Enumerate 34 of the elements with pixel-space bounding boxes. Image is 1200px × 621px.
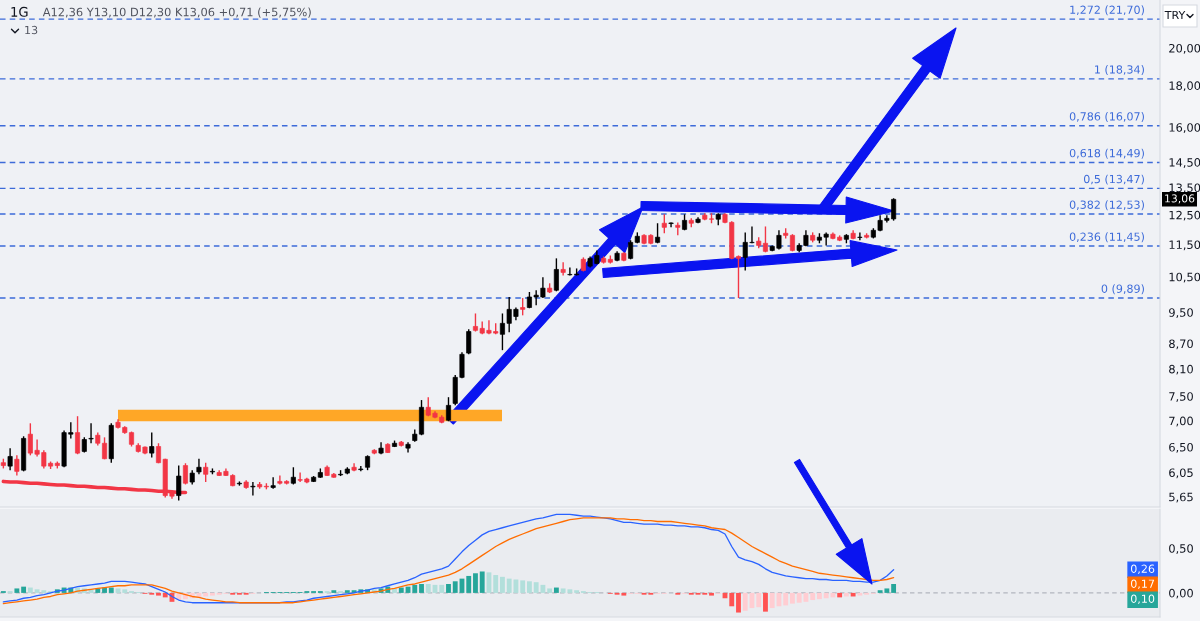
y-tick-label: 11,50	[1169, 240, 1200, 251]
text: A12,36 Y13,10 D12,30 K13,06 +0,71 (+5,75%)	[42, 7, 311, 18]
y-tick-label: 20,00	[1169, 43, 1200, 54]
y-tick-label: 10,50	[1169, 272, 1200, 283]
y-tick-label: 9,50	[1169, 308, 1193, 318]
annotation: 0,10	[1130, 594, 1155, 605]
text: 13,06	[1165, 194, 1195, 204]
ref-line-label: 0,5 (13,47)	[1083, 174, 1144, 185]
chart-title: 1G	[11, 6, 28, 17]
y-tick-label: 12,50	[1169, 210, 1200, 221]
ref-line-label: 0,236 (11,45)	[1069, 232, 1144, 243]
ref-line-label: 0 (9,89)	[1101, 284, 1144, 295]
ref-line-label: 1,272 (21,70)	[1070, 5, 1144, 16]
y-tick-label: 8,10	[1169, 364, 1193, 375]
y-tick-label: 16,00	[1169, 123, 1200, 133]
y-tick-label: 14,50	[1169, 158, 1200, 168]
ref-line-label: 0,786 (16,07)	[1069, 111, 1144, 122]
y-tick-label: 6,50	[1169, 442, 1193, 453]
ref-line-label: 1 (18,34)	[1095, 65, 1144, 75]
y-tick-label: 18,00	[1169, 81, 1200, 92]
y-tick-label: 0,50	[1169, 544, 1193, 554]
y-tick-label: 0,00	[1169, 588, 1193, 599]
y-tick-label: 8,70	[1169, 339, 1193, 350]
text: TRY	[1164, 10, 1186, 20]
y-tick-label: 5,65	[1169, 492, 1193, 503]
annotation: 13	[25, 25, 38, 35]
y-tick-label: 7,50	[1169, 392, 1193, 402]
y-tick-label: 6,05	[1169, 468, 1193, 479]
y-tick-label: 13,50	[1169, 183, 1200, 194]
y-tick-label: 7,00	[1169, 416, 1193, 427]
ref-line-label: 0,618 (14,49)	[1069, 148, 1144, 159]
ref-line-label: 0,382 (12,53)	[1069, 200, 1144, 211]
annotation: 0,17	[1130, 579, 1155, 590]
annotation: 0,26	[1130, 564, 1155, 575]
